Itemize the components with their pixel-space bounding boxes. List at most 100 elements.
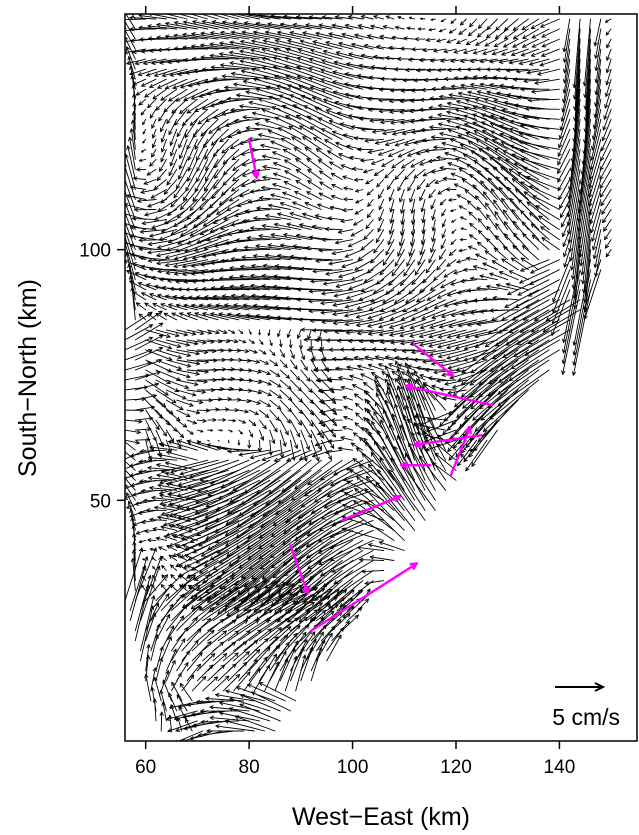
field-vector — [567, 118, 581, 191]
field-vector — [219, 267, 260, 272]
field-vector — [606, 38, 612, 49]
field-vector — [138, 158, 147, 162]
field-vector — [503, 38, 519, 48]
field-vector — [313, 479, 354, 503]
field-vector — [191, 44, 229, 50]
field-vector — [411, 269, 426, 286]
highlight-vector — [449, 426, 472, 477]
field-vector — [238, 228, 271, 234]
field-vector — [247, 499, 302, 540]
field-vector — [354, 422, 364, 431]
field-vector — [331, 509, 374, 527]
field-vector — [171, 98, 188, 114]
field-vector — [606, 48, 612, 61]
field-vector — [539, 58, 560, 67]
field-vector — [600, 138, 612, 162]
field-vector — [284, 159, 302, 170]
field-vector — [430, 239, 436, 253]
field-vector — [184, 529, 229, 551]
field-vector — [472, 379, 519, 421]
field-vector — [277, 30, 312, 40]
field-vector — [413, 168, 426, 179]
field-vector — [295, 180, 312, 190]
scale-reference: 5 cm/s — [552, 682, 620, 730]
field-vector — [317, 203, 333, 210]
field-vector — [165, 21, 198, 30]
field-vector — [455, 359, 488, 372]
field-vector — [176, 419, 188, 428]
field-vector — [160, 88, 178, 101]
field-vector — [520, 123, 560, 130]
field-vector — [294, 509, 343, 541]
field-vector — [227, 329, 236, 334]
field-vector — [336, 489, 374, 504]
field-vector — [130, 225, 157, 231]
field-vector — [602, 108, 612, 131]
field-vector — [226, 199, 250, 212]
field-vector — [182, 32, 219, 40]
field-vector — [138, 25, 167, 30]
field-vector — [292, 201, 312, 210]
field-vector — [358, 116, 385, 121]
field-vector — [425, 439, 457, 452]
field-vector — [129, 128, 136, 160]
field-vector — [273, 222, 302, 231]
field-vector — [354, 33, 374, 40]
field-vector — [256, 459, 302, 495]
field-vector — [451, 229, 457, 234]
field-vector — [233, 303, 271, 311]
field-vector — [501, 48, 519, 56]
field-vector — [177, 158, 188, 180]
field-vector — [264, 626, 292, 652]
field-vector — [452, 379, 478, 389]
field-vector — [538, 215, 560, 231]
field-vector — [221, 138, 240, 154]
field-vector — [218, 312, 250, 321]
field-vector — [196, 148, 209, 172]
field-vector — [321, 359, 329, 372]
field-vector — [378, 540, 405, 551]
field-vector — [436, 378, 457, 384]
field-vector — [409, 319, 436, 330]
field-vector — [227, 96, 260, 101]
field-vector — [221, 539, 271, 574]
field-vector — [482, 129, 519, 150]
field-vector — [410, 209, 416, 225]
field-vector — [484, 250, 498, 261]
field-vector — [470, 339, 519, 374]
field-vector — [505, 282, 529, 291]
field-vector — [484, 319, 529, 348]
field-vector — [308, 235, 333, 241]
field-vector — [238, 398, 251, 404]
field-vector — [238, 409, 249, 414]
field-vector — [180, 78, 209, 89]
field-vector — [238, 449, 271, 457]
highlight-vectors — [247, 138, 494, 632]
field-vector — [125, 336, 153, 351]
field-vector — [431, 219, 436, 232]
field-vector — [310, 349, 316, 361]
field-vector — [376, 44, 395, 50]
field-vector — [498, 349, 550, 383]
field-vector — [194, 128, 209, 150]
field-vector — [594, 48, 602, 84]
field-vector — [376, 269, 395, 285]
field-vector — [229, 275, 271, 281]
field-vector — [501, 197, 519, 221]
field-vector — [152, 302, 167, 311]
field-vector — [262, 38, 302, 50]
field-vector — [219, 52, 260, 60]
field-vector — [133, 176, 147, 181]
field-vector — [551, 279, 571, 325]
field-vector — [321, 289, 354, 296]
field-vector — [308, 289, 343, 294]
field-vector — [212, 675, 230, 692]
field-vector — [551, 289, 571, 336]
field-vector — [382, 249, 395, 266]
field-vector — [385, 239, 395, 256]
field-vector — [302, 256, 333, 261]
field-vector — [307, 329, 312, 340]
field-vector — [216, 199, 240, 215]
field-vector — [236, 519, 291, 559]
